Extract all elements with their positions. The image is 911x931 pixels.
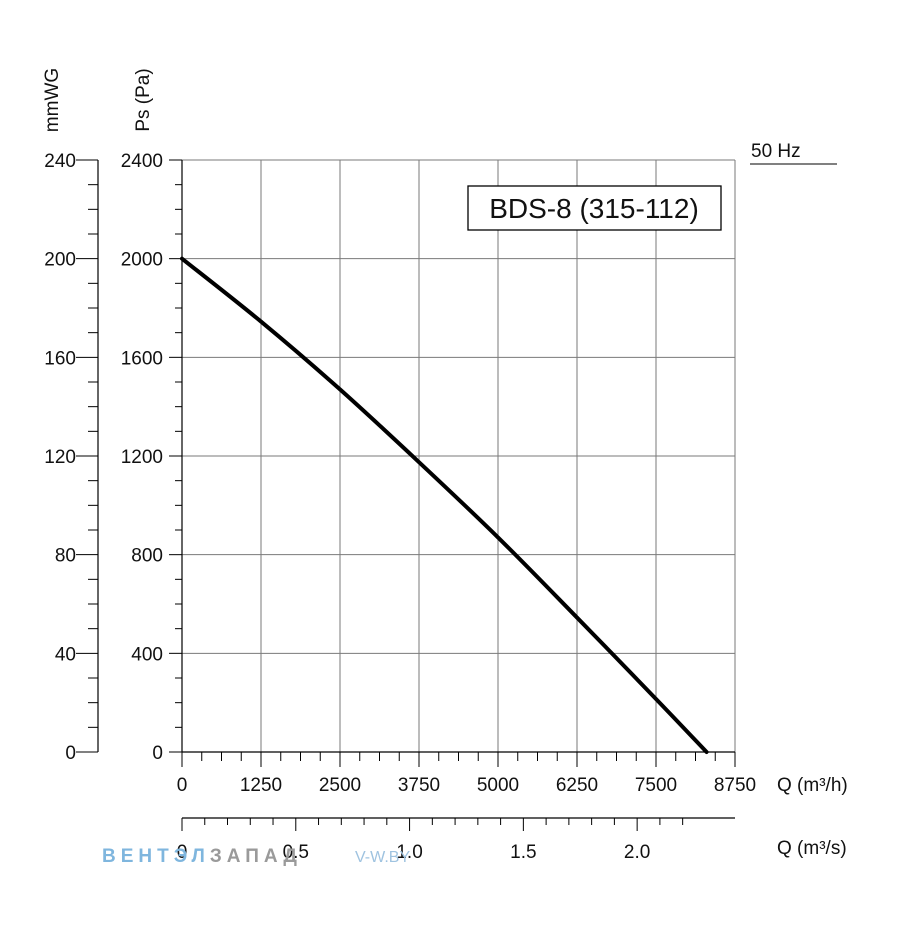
y-secondary-axis-label: mmWG bbox=[42, 68, 63, 132]
frequency-label: 50 Hz bbox=[751, 141, 801, 162]
watermark-site: V-W.BY bbox=[355, 849, 410, 866]
watermark-brand-part3: ЗАПАД bbox=[210, 846, 302, 867]
y-primary-axis-label: Ps (Pa) bbox=[133, 68, 154, 131]
y-primary-tick-label: 1200 bbox=[121, 447, 163, 468]
x-secondary-tick-label: 1.5 bbox=[510, 842, 536, 863]
y-primary-tick-label: 2000 bbox=[121, 250, 163, 271]
y-primary-tick-label: 400 bbox=[131, 644, 163, 665]
y-secondary-tick-label: 120 bbox=[44, 447, 76, 468]
y-primary-tick-label: 0 bbox=[152, 743, 163, 764]
y-secondary-tick-label: 160 bbox=[44, 348, 76, 369]
x-secondary-tick-label: 1.0 bbox=[396, 842, 422, 863]
x-primary-tick-label: 5000 bbox=[477, 775, 519, 796]
x-primary-tick-label: 3750 bbox=[398, 775, 440, 796]
x-secondary-tick-label: 2.0 bbox=[624, 842, 650, 863]
x-primary-tick-label: 6250 bbox=[556, 775, 598, 796]
watermark-brand-part2: ЭЛ bbox=[174, 846, 210, 867]
watermark-brand: ВЕНТЭЛЗАПАД bbox=[102, 846, 302, 867]
plot-grid bbox=[181, 159, 736, 753]
chart-title-box: BDS-8 (315-112) bbox=[467, 185, 722, 231]
chart-series bbox=[180, 256, 709, 754]
y-primary-tick-label: 2400 bbox=[121, 151, 163, 172]
watermark-brand-part1: ВЕНТ bbox=[102, 846, 174, 867]
chart-axes: 0400800120016002000240004080120160200240… bbox=[44, 151, 756, 863]
x-primary-tick-label: 0 bbox=[177, 775, 188, 796]
y-secondary-tick-label: 80 bbox=[55, 546, 76, 567]
x-secondary-tick-label: 0.5 bbox=[283, 842, 309, 863]
chart-title: BDS-8 (315-112) bbox=[489, 193, 699, 224]
x-primary-tick-label: 1250 bbox=[240, 775, 282, 796]
y-primary-tick-label: 800 bbox=[131, 546, 163, 567]
x-secondary-axis-label: Q (m³/s) bbox=[777, 838, 847, 859]
x-primary-tick-label: 7500 bbox=[635, 775, 677, 796]
x-secondary-tick-label: 0 bbox=[177, 842, 188, 863]
y-secondary-tick-label: 200 bbox=[44, 250, 76, 271]
x-primary-axis-label: Q (m³/h) bbox=[777, 775, 848, 796]
y-primary-tick-label: 1600 bbox=[121, 348, 163, 369]
x-primary-tick-label: 2500 bbox=[319, 775, 361, 796]
x-primary-tick-label: 8750 bbox=[714, 775, 756, 796]
y-secondary-tick-label: 40 bbox=[55, 644, 76, 665]
y-secondary-tick-label: 0 bbox=[65, 743, 76, 764]
frequency-label-group: 50 Hz bbox=[750, 141, 837, 165]
y-secondary-tick-label: 240 bbox=[44, 151, 76, 172]
fan-curve-line bbox=[180, 256, 709, 754]
